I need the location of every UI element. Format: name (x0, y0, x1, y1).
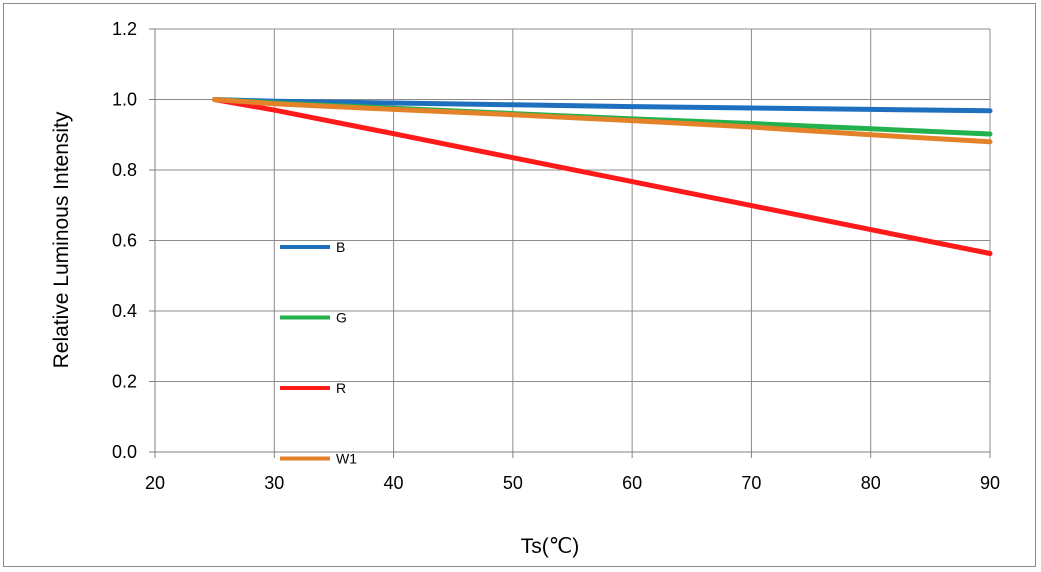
y-tick-label: 1.2 (112, 19, 137, 39)
legend-label-r: R (336, 380, 346, 396)
y-tick-label: 0.2 (112, 372, 137, 392)
x-tick-label: 60 (622, 473, 642, 493)
legend-label-b: B (336, 239, 345, 255)
legend-label-w1: W1 (336, 451, 357, 467)
y-axis-title: Relative Luminous Intensity (50, 111, 73, 368)
x-tick-label: 40 (384, 473, 404, 493)
x-axis-title: Ts(℃) (521, 535, 580, 558)
x-tick-label: 70 (741, 473, 761, 493)
y-tick-label: 0.6 (112, 231, 137, 251)
x-tick-label: 30 (264, 473, 284, 493)
chart-frame (3, 3, 1036, 567)
y-tick-label: 0.0 (112, 442, 137, 462)
y-tick-label: 0.8 (112, 160, 137, 180)
series-line-r (212, 97, 993, 256)
y-tick-label: 1.0 (112, 90, 137, 110)
tick-labels: 20 30 40 50 60 70 80 90 0.0 0.2 0.4 0.6 0.8 1.0 1.2 (112, 19, 1000, 493)
y-tick-label: 0.4 (112, 301, 137, 321)
legend: B G R W1 (280, 239, 357, 467)
legend-label-g: G (336, 310, 347, 326)
series-lines (212, 97, 993, 256)
x-tick-label: 80 (861, 473, 881, 493)
series-line-w1 (212, 97, 993, 145)
x-tick-label: 50 (503, 473, 523, 493)
x-tick-label: 20 (145, 473, 165, 493)
x-tick-label: 90 (980, 473, 1000, 493)
